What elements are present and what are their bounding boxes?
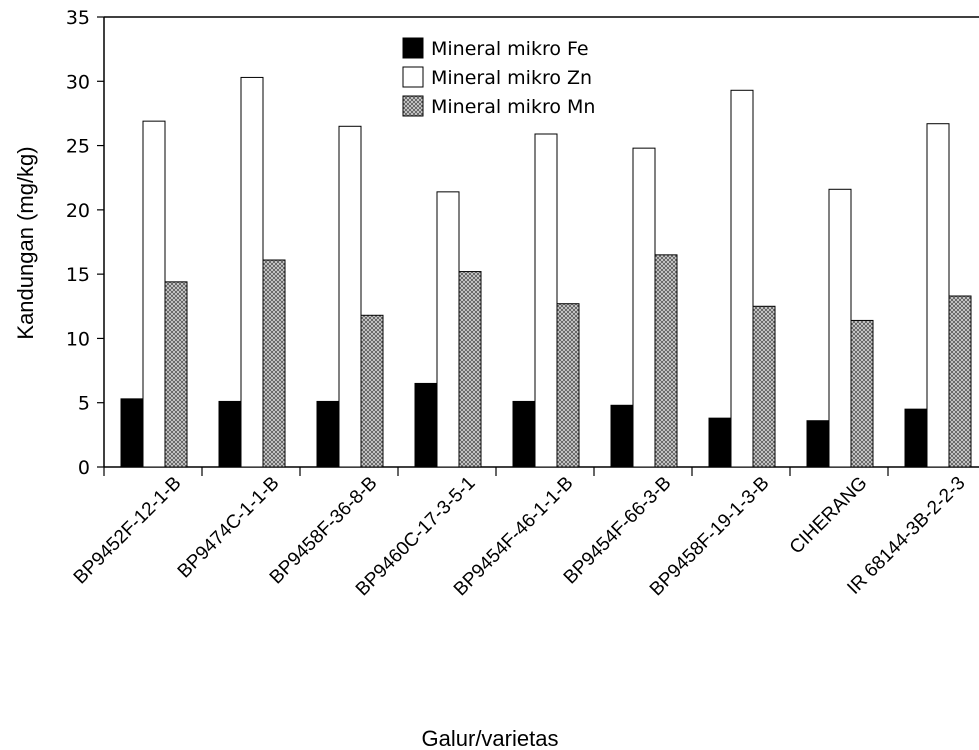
- y-tick-label: 0: [78, 457, 90, 479]
- x-tick-label: CIHERANG: [786, 473, 872, 559]
- bar-mineral-mikro-fe-1: [218, 400, 242, 468]
- bar-mineral-mikro-mn-4: [556, 303, 580, 468]
- bar-mineral-mikro-zn-3: [436, 191, 460, 468]
- legend: Mineral mikro Fe Mineral mikro Zn Mineral …: [402, 37, 595, 118]
- bar-mineral-mikro-zn-7: [828, 188, 852, 468]
- y-axis-title: Kandungan (mg/kg): [13, 146, 38, 339]
- bar-mineral-mikro-zn-8: [926, 123, 950, 468]
- bar-mineral-mikro-zn-6: [730, 89, 754, 468]
- bar-mineral-mikro-zn-5: [632, 147, 656, 468]
- y-tick-label: 25: [66, 136, 90, 158]
- x-axis-title: Galur/varietas: [422, 726, 559, 750]
- legend-swatch: [402, 37, 424, 59]
- bar-mineral-mikro-fe-8: [904, 408, 928, 468]
- bar-mineral-mikro-mn-3: [458, 271, 482, 468]
- bar-mineral-mikro-zn-2: [338, 125, 362, 468]
- bar-mineral-mikro-fe-0: [120, 398, 144, 468]
- y-tick-label: 10: [66, 328, 90, 350]
- y-tick-label: 5: [78, 393, 90, 415]
- x-tick-label: BP9458F-36-8-B: [266, 473, 382, 589]
- bar-mineral-mikro-mn-1: [262, 259, 286, 468]
- y-tick-label: 35: [66, 7, 90, 29]
- x-tick-label: BP9474C-1-1-B: [174, 473, 284, 583]
- x-tick-label: BP9452F-12-1-B: [70, 473, 186, 589]
- legend-label: Mineral mikro Fe: [431, 38, 589, 60]
- bar-mineral-mikro-mn-6: [752, 305, 776, 468]
- bar-mineral-mikro-zn-0: [142, 120, 166, 468]
- y-tick-label: 20: [66, 200, 90, 222]
- bar-mineral-mikro-fe-4: [512, 400, 536, 468]
- bar-mineral-mikro-mn-5: [654, 254, 678, 468]
- y-tick-label: 15: [66, 264, 90, 286]
- legend-label: Mineral mikro Zn: [431, 67, 592, 89]
- y-tick-label: 30: [66, 71, 90, 93]
- bar-mineral-mikro-mn-8: [948, 295, 972, 468]
- bar-mineral-mikro-fe-3: [414, 382, 438, 468]
- bar-mineral-mikro-zn-1: [240, 76, 264, 468]
- bar-mineral-mikro-zn-4: [534, 133, 558, 468]
- bar-mineral-mikro-fe-5: [610, 404, 634, 468]
- legend-label: Mineral mikro Mn: [431, 96, 595, 118]
- bar-mineral-mikro-fe-6: [708, 417, 732, 468]
- bar-mineral-mikro-mn-2: [360, 314, 384, 468]
- bar-mineral-mikro-mn-7: [850, 319, 874, 468]
- x-tick-label: BP9454F-66-3-B: [560, 473, 676, 589]
- legend-swatch: [402, 66, 424, 88]
- bar-mineral-mikro-fe-2: [316, 400, 340, 468]
- legend-swatch: [402, 95, 424, 117]
- bar-mineral-mikro-mn-0: [164, 281, 188, 468]
- bar-mineral-mikro-fe-7: [806, 420, 830, 468]
